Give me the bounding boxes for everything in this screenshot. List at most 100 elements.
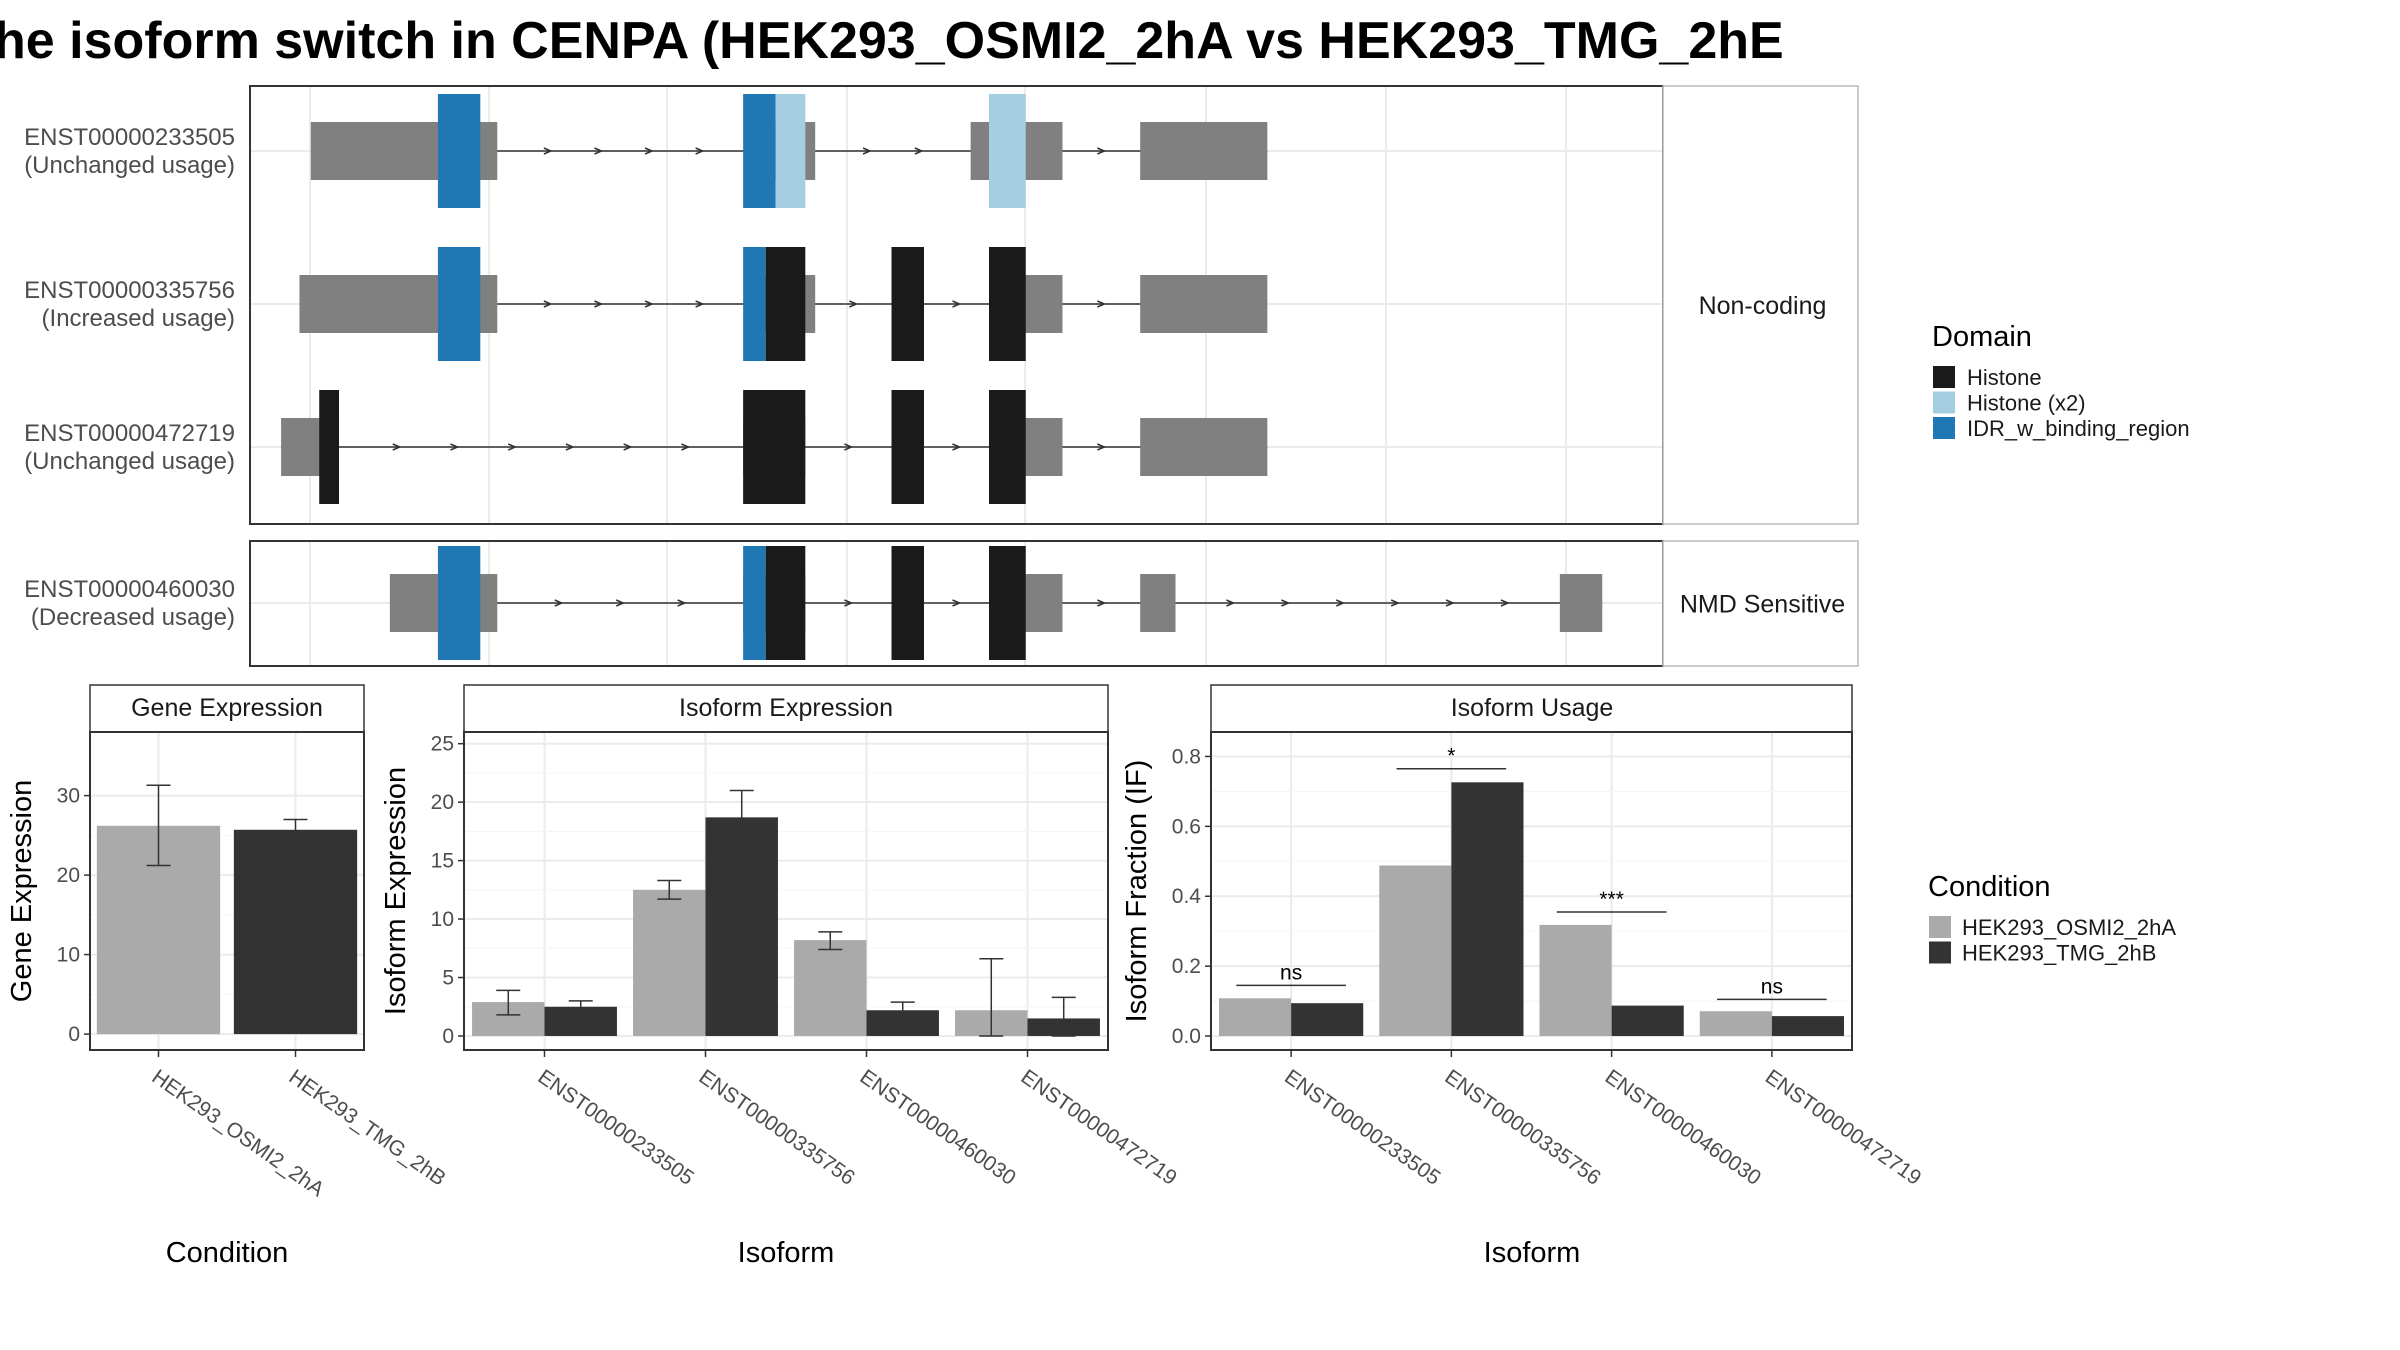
transcript-track bbox=[281, 390, 1268, 504]
bar bbox=[1451, 782, 1524, 1037]
legend-label: Histone (x2) bbox=[1967, 391, 2086, 416]
strand-arrow bbox=[1226, 599, 1236, 607]
strand-arrow bbox=[914, 147, 924, 155]
y-tick-label: 0.0 bbox=[1172, 1025, 1201, 1048]
exon-block bbox=[1140, 122, 1268, 180]
strand-arrow bbox=[1097, 300, 1107, 308]
transcript-id-label: ENST00000335756 bbox=[24, 277, 235, 304]
legend-key-cond-b bbox=[1929, 941, 1951, 964]
y-tick-label: 0.8 bbox=[1172, 745, 1201, 768]
plot-background bbox=[1211, 732, 1852, 1050]
exon-block bbox=[1140, 275, 1268, 333]
domain-block-idr bbox=[743, 247, 766, 361]
chart-strip-title: Isoform Usage bbox=[1451, 694, 1614, 722]
facet-strip bbox=[1662, 540, 1859, 667]
strand-arrow bbox=[623, 443, 633, 451]
significance-label: *** bbox=[1599, 888, 1624, 911]
structure-panel: Non-coding bbox=[249, 85, 1859, 525]
plot-border bbox=[89, 731, 365, 1051]
bar bbox=[1611, 1005, 1684, 1037]
domain-block-histone-x2 bbox=[988, 94, 1026, 208]
exon-block bbox=[1559, 574, 1603, 632]
transcript-track bbox=[389, 546, 1603, 660]
strand-arrow bbox=[392, 443, 402, 451]
legend-label: HEK293_TMG_2hB bbox=[1962, 941, 2156, 966]
strand-arrow bbox=[594, 300, 604, 308]
strand-arrow bbox=[677, 599, 687, 607]
strand-arrow bbox=[543, 300, 553, 308]
x-tick-label: ENST00000233505 bbox=[534, 1065, 698, 1190]
y-tick-label: 10 bbox=[431, 908, 454, 931]
domain-block-idr bbox=[437, 546, 481, 660]
strand-arrow bbox=[952, 300, 962, 308]
strand-arrow bbox=[844, 599, 854, 607]
significance-label: ns bbox=[1761, 975, 1783, 998]
chart-strip-title: Isoform Expression bbox=[679, 694, 893, 722]
y-tick-label: 10 bbox=[57, 944, 80, 967]
domain-block-idr bbox=[437, 94, 481, 208]
strand-arrow bbox=[507, 443, 518, 451]
strand-arrow bbox=[450, 443, 460, 451]
domain-legend-title: Domain bbox=[1932, 321, 2032, 353]
y-tick-label: 0.2 bbox=[1172, 955, 1201, 978]
significance-label: ns bbox=[1280, 961, 1302, 984]
legend-label: IDR_w_binding_region bbox=[1967, 416, 2190, 441]
facet-strip bbox=[1662, 85, 1859, 525]
x-tick-label: ENST00000472719 bbox=[1761, 1065, 1925, 1190]
x-axis-title: Condition bbox=[166, 1237, 289, 1269]
facet-strip-label: NMD Sensitive bbox=[1680, 591, 1845, 619]
transcript-usage-label: (Unchanged usage) bbox=[24, 152, 235, 179]
domain-block-histone bbox=[891, 390, 925, 504]
y-tick-label: 20 bbox=[57, 864, 80, 887]
transcript-usage-label: (Unchanged usage) bbox=[24, 448, 235, 475]
isoform-expression-chart: Isoform Expression Isoform Isoform Expre… bbox=[380, 684, 1181, 1269]
legend-key-cond-a bbox=[1929, 916, 1951, 938]
transcript-track bbox=[310, 94, 1268, 208]
x-tick-label: ENST00000233505 bbox=[1280, 1065, 1444, 1190]
domain-block-histone bbox=[988, 546, 1026, 660]
y-tick-label: 15 bbox=[431, 850, 454, 873]
bar bbox=[1379, 865, 1452, 1037]
exon-block bbox=[310, 122, 445, 180]
plot-border bbox=[463, 731, 1109, 1051]
strand-arrow bbox=[1335, 599, 1346, 607]
domain-block-histone bbox=[891, 546, 925, 660]
x-tick-label: ENST00000335756 bbox=[1441, 1065, 1605, 1190]
y-axis-title: Isoform Fraction (IF) bbox=[1121, 760, 1153, 1023]
strand-arrow bbox=[844, 443, 854, 451]
strand-arrow bbox=[644, 300, 654, 308]
strand-arrow bbox=[1281, 599, 1291, 607]
strand-arrow bbox=[862, 147, 872, 155]
plot-background bbox=[464, 732, 1108, 1050]
domain-block-idr bbox=[437, 247, 481, 361]
domain-block-idr bbox=[743, 94, 776, 208]
facet-strip-label: Non-coding bbox=[1699, 292, 1827, 320]
strand-arrow bbox=[1500, 599, 1510, 607]
domain-block-histone bbox=[319, 390, 340, 504]
bar bbox=[1771, 1016, 1844, 1037]
domain-block-histone bbox=[765, 247, 806, 361]
y-tick-label: 0 bbox=[68, 1023, 80, 1046]
strand-arrow bbox=[543, 147, 553, 155]
bar bbox=[705, 817, 778, 1036]
strand-arrow bbox=[554, 599, 564, 607]
domain-block-histone bbox=[988, 390, 1026, 504]
transcript-usage-label: (Increased usage) bbox=[42, 305, 235, 332]
legend-key-histone-x2 bbox=[1933, 391, 1955, 414]
domain-block-histone bbox=[891, 247, 925, 361]
isoform-usage-chart: Isoform Usage Isoform Isoform Fraction (… bbox=[1121, 684, 1925, 1269]
y-tick-label: 0 bbox=[442, 1025, 454, 1048]
transcript-id-label: ENST00000472719 bbox=[24, 420, 235, 447]
bar bbox=[633, 889, 706, 1036]
legend-label: HEK293_OSMI2_2hA bbox=[1962, 915, 2176, 940]
y-axis-title: Isoform Expression bbox=[380, 767, 412, 1015]
domain-block-histone bbox=[988, 247, 1026, 361]
y-tick-label: 25 bbox=[431, 733, 454, 756]
bar bbox=[233, 829, 358, 1035]
strand-arrow bbox=[1445, 599, 1455, 607]
y-axis-title: Gene Expression bbox=[6, 780, 38, 1002]
domain-block-histone bbox=[765, 546, 806, 660]
strand-arrow bbox=[565, 443, 575, 451]
transcript-id-label: ENST00000460030 bbox=[24, 576, 235, 603]
